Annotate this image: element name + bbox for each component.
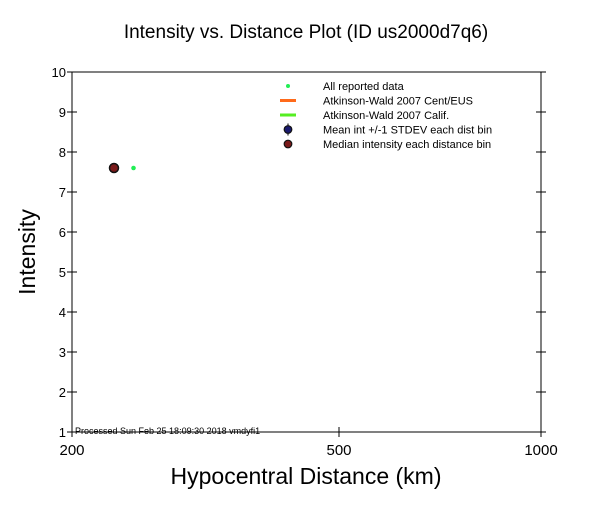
legend-circle-icon [283, 139, 293, 149]
data-point-reported [131, 165, 136, 171]
legend-label: Mean int +/-1 STDEV each dist bin [323, 125, 492, 137]
x-tick-label: 500 [326, 442, 351, 459]
legend-label: Median intensity each distance bin [323, 139, 491, 151]
y-tick-label: 3 [59, 345, 66, 360]
x-axis-label: Hypocentral Distance (km) [171, 463, 442, 489]
y-tick-label: 6 [59, 225, 66, 240]
processed-annotation: Processed Sun Feb 25 18:09:30 2018 vmdyf… [75, 426, 260, 436]
y-tick-label: 10 [52, 65, 66, 80]
y-tick-label: 8 [59, 145, 66, 160]
legend-circle-icon [283, 125, 293, 134]
data-point-median [108, 162, 120, 174]
y-tick-label: 7 [59, 185, 66, 200]
y-tick-label: 5 [59, 265, 66, 280]
legend-label: Atkinson-Wald 2007 Calif. [323, 110, 449, 122]
x-tick-label: 200 [59, 442, 84, 459]
y-tick-label: 1 [59, 425, 66, 440]
y-tick-label: 2 [59, 385, 66, 400]
y-tick-label: 9 [59, 105, 66, 120]
y-axis-label: Intensity [14, 209, 40, 295]
x-tick-label: 1000 [524, 442, 557, 459]
y-tick-label: 4 [59, 305, 66, 320]
legend-dot-icon [286, 84, 290, 88]
chart-title: Intensity vs. Distance Plot (ID us2000d7… [124, 22, 488, 43]
legend-label: Atkinson-Wald 2007 Cent/EUS [323, 96, 473, 108]
legend-label: All reported data [323, 81, 405, 93]
